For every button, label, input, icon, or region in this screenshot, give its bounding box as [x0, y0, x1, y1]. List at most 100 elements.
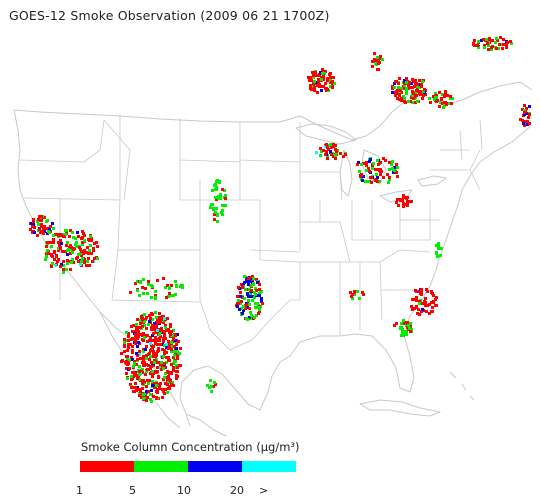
smoke-pixel	[138, 378, 141, 381]
smoke-pixel	[421, 302, 424, 305]
smoke-pixel	[248, 316, 251, 319]
smoke-pixel	[150, 296, 153, 299]
smoke-pixel	[36, 234, 39, 237]
smoke-pixel	[127, 343, 130, 346]
smoke-pixel	[331, 80, 334, 83]
smoke-pixel	[129, 343, 132, 346]
smoke-pixel	[314, 71, 317, 74]
smoke-pixel	[58, 245, 61, 248]
smoke-pixel	[246, 293, 249, 296]
smoke-pixel	[164, 388, 167, 391]
smoke-pixel	[498, 43, 501, 46]
smoke-pixel	[208, 386, 211, 389]
smoke-pixel	[388, 178, 391, 181]
smoke-pixel	[140, 316, 143, 319]
smoke-pixel	[309, 87, 312, 90]
smoke-pixel	[126, 349, 129, 352]
smoke-pixel	[168, 292, 171, 295]
smoke-pixel	[353, 293, 356, 296]
smoke-pixel	[53, 251, 56, 254]
smoke-pixel	[79, 263, 82, 266]
smoke-pixel	[144, 373, 147, 376]
smoke-pixel	[378, 180, 381, 183]
smoke-pixel	[145, 345, 148, 348]
smoke-pixel	[136, 354, 139, 357]
smoke-pixel	[327, 144, 330, 147]
smoke-pixel	[165, 356, 168, 359]
smoke-pixel	[406, 321, 409, 324]
smoke-pixel	[92, 247, 95, 250]
smoke-pixel	[176, 354, 179, 357]
smoke-pixel	[127, 332, 130, 335]
smoke-pixel	[423, 300, 426, 303]
smoke-pixel	[436, 255, 439, 258]
smoke-pixel	[248, 307, 251, 310]
smoke-pixel	[77, 253, 80, 256]
smoke-pixel	[174, 339, 177, 342]
smoke-pixel	[141, 371, 144, 374]
smoke-pixel	[70, 246, 73, 249]
smoke-pixel	[62, 271, 65, 274]
smoke-pixel	[242, 309, 245, 312]
smoke-pixel	[173, 354, 176, 357]
smoke-pixel	[326, 79, 329, 82]
smoke-pixel	[248, 303, 251, 306]
smoke-pixel	[168, 286, 171, 289]
smoke-pixel	[138, 392, 141, 395]
smoke-pixel	[167, 381, 170, 384]
smoke-pixel	[245, 280, 248, 283]
smoke-pixel	[425, 288, 428, 291]
smoke-pixel	[446, 94, 449, 97]
smoke-pixel	[89, 244, 92, 247]
smoke-pixel	[92, 249, 95, 252]
smoke-pixel	[400, 97, 403, 100]
smoke-pixel	[152, 364, 155, 367]
smoke-pixel	[415, 85, 418, 88]
smoke-pixel	[153, 386, 156, 389]
smoke-pixel	[175, 347, 178, 350]
smoke-pixel	[80, 237, 83, 240]
smoke-pixel	[66, 241, 69, 244]
smoke-pixel	[260, 290, 263, 293]
smoke-pixel	[432, 95, 435, 98]
smoke-pixel	[480, 39, 483, 42]
smoke-pixel	[126, 363, 129, 366]
smoke-pixel	[319, 147, 322, 150]
smoke-pixel	[32, 220, 35, 223]
smoke-pixel	[130, 375, 133, 378]
smoke-pixel	[75, 245, 78, 248]
smoke-pixel	[426, 290, 429, 293]
smoke-pixel	[165, 329, 168, 332]
smoke-pixel	[403, 82, 406, 85]
smoke-pixel	[38, 215, 41, 218]
state-lines	[19, 116, 483, 351]
smoke-pixel	[57, 258, 60, 261]
smoke-pixel	[250, 295, 253, 298]
smoke-pixel	[143, 324, 146, 327]
smoke-pixel	[437, 244, 440, 247]
smoke-pixel	[169, 323, 172, 326]
smoke-pixel	[245, 277, 248, 280]
smoke-pixel	[170, 284, 173, 287]
smoke-pixel	[477, 46, 480, 49]
smoke-pixel	[422, 90, 425, 93]
mexico-path	[185, 413, 227, 437]
smoke-pixel	[206, 384, 209, 387]
smoke-pixel	[139, 388, 142, 391]
smoke-pixel	[311, 71, 314, 74]
smoke-pixel	[219, 193, 222, 196]
smoke-pixel	[415, 296, 418, 299]
smoke-pixel	[136, 388, 139, 391]
smoke-pixel	[169, 371, 172, 374]
smoke-pixel	[50, 245, 53, 248]
smoke-pixel	[412, 92, 415, 95]
smoke-pixel	[156, 339, 159, 342]
smoke-pixel	[361, 179, 364, 182]
smoke-pixel	[433, 98, 436, 101]
smoke-pixel	[166, 383, 169, 386]
smoke-pixel	[523, 120, 526, 123]
smoke-pixel	[329, 85, 332, 88]
smoke-pixel	[320, 76, 323, 79]
smoke-pixel	[240, 307, 243, 310]
smoke-pixel	[160, 361, 163, 364]
